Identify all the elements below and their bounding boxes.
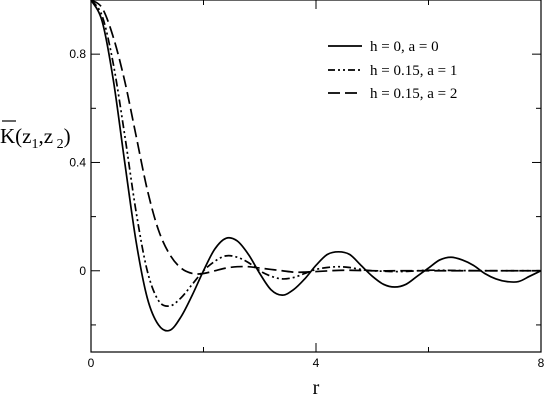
y-tick-label: 0 <box>79 264 86 278</box>
x-tick-label: 8 <box>538 356 545 370</box>
series-line-1 <box>90 0 542 332</box>
y-tick-label: 0.8 <box>69 47 86 61</box>
axis-tick-labels: 0 4 8 0 0.4 0.8 <box>69 47 544 370</box>
x-axis-label: r <box>313 377 320 399</box>
axis-ticks <box>90 0 542 352</box>
legend-label-1: h = 0, a = 0 <box>370 39 439 55</box>
x-tick-label: 0 <box>88 356 95 370</box>
y-tick-label: 0.4 <box>69 155 86 169</box>
series-line-3 <box>90 0 541 275</box>
y-axis-label: K(z1,z 2) <box>0 120 71 152</box>
series-line-2 <box>90 0 541 307</box>
series-layer <box>90 0 542 332</box>
x-tick-label: 4 <box>313 356 320 370</box>
legend: h = 0, a = 0 h = 0.15, a = 1 h = 0.15, a =… <box>328 39 457 102</box>
plot-frame <box>90 0 542 353</box>
y-axis-label-text: K(z1,z 2) <box>0 124 71 152</box>
legend-label-2: h = 0.15, a = 1 <box>370 63 457 79</box>
legend-label-3: h = 0.15, a = 2 <box>370 86 457 102</box>
